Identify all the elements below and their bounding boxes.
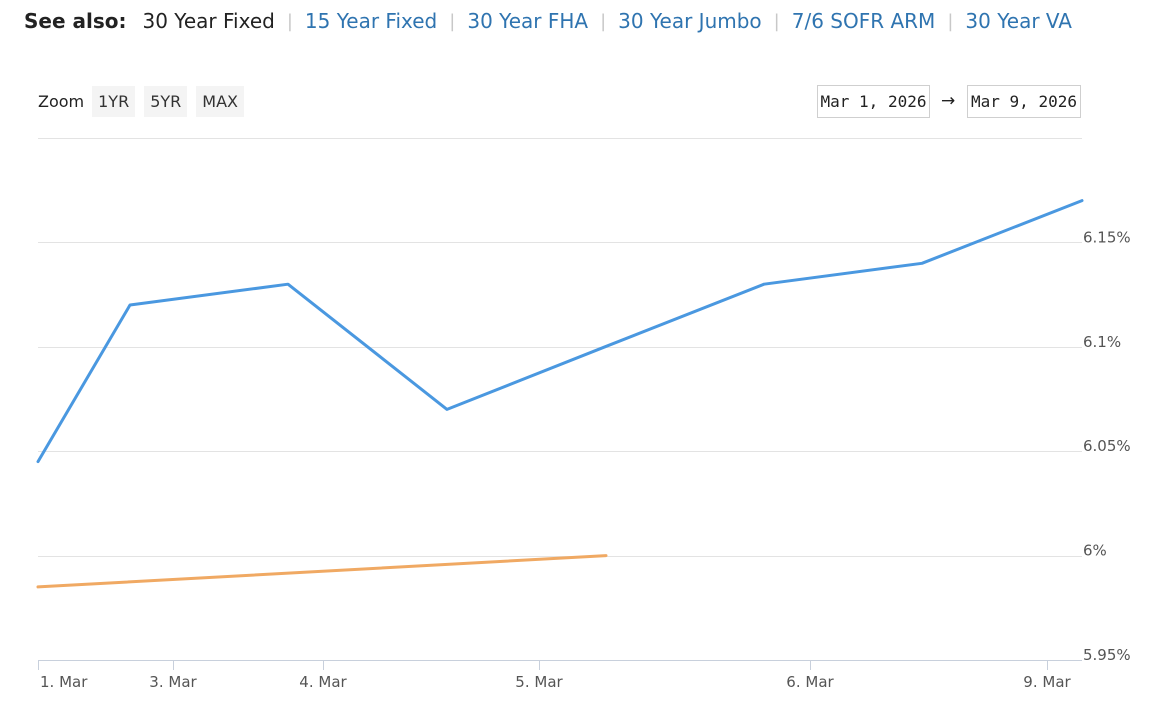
y-tick-label: 6.05% [1083,437,1131,455]
x-tick-label: 6. Mar [786,673,834,691]
x-axis [38,660,1082,670]
grid-lines [38,138,1082,557]
range-from-input[interactable]: Mar 1, 2026 [817,85,930,118]
separator: | [600,10,607,32]
series-line-orange [36,554,608,589]
y-tick-label: 6% [1083,542,1107,560]
series-line-blue [36,199,1084,464]
x-tick-label: 5. Mar [515,673,563,691]
y-tick-label: 5.95% [1083,646,1131,664]
see-also-30-year-fixed: 30 Year Fixed [142,9,275,33]
separator: | [773,10,780,32]
x-tick-label: 3. Mar [149,673,197,691]
see-also-30-year-jumbo-link[interactable]: 30 Year Jumbo [618,9,762,33]
x-tick-label: 1. Mar [40,673,88,691]
see-also-bar: See also: 30 Year Fixed | 15 Year Fixed … [24,6,1072,36]
zoom-5yr-button[interactable]: 5YR [144,86,188,117]
x-tick-label: 4. Mar [299,673,347,691]
separator: | [947,10,954,32]
see-also-30-year-va-link[interactable]: 30 Year VA [965,9,1072,33]
see-also-30-year-fha-link[interactable]: 30 Year FHA [467,9,589,33]
date-range: Mar 1, 2026 → Mar 9, 2026 [0,85,1167,118]
x-axis-labels: 1. Mar 3. Mar 4. Mar 5. Mar 6. Mar 9. Mar [40,673,1072,691]
y-axis-labels: 5.95% 6% 6.05% 6.1% 6.15% [1083,228,1131,664]
series-lines [36,199,1084,589]
see-also-15-year-fixed-link[interactable]: 15 Year Fixed [304,9,438,33]
x-tick-label: 9. Mar [1023,673,1071,691]
zoom-label: Zoom [38,92,85,111]
see-also-label: See also: [24,9,127,33]
y-tick-label: 6.1% [1083,333,1121,351]
zoom-max-button[interactable]: MAX [196,86,244,117]
y-tick-label: 6.15% [1083,228,1131,246]
separator: | [449,10,456,32]
see-also-sofr-arm-link[interactable]: 7/6 SOFR ARM [791,9,936,33]
zoom-controls: Zoom 1YR 5YR MAX [38,86,253,117]
separator: | [286,10,293,32]
zoom-1yr-button[interactable]: 1YR [92,86,136,117]
range-to-input[interactable]: Mar 9, 2026 [967,85,1081,118]
range-arrow: → [941,91,956,111]
